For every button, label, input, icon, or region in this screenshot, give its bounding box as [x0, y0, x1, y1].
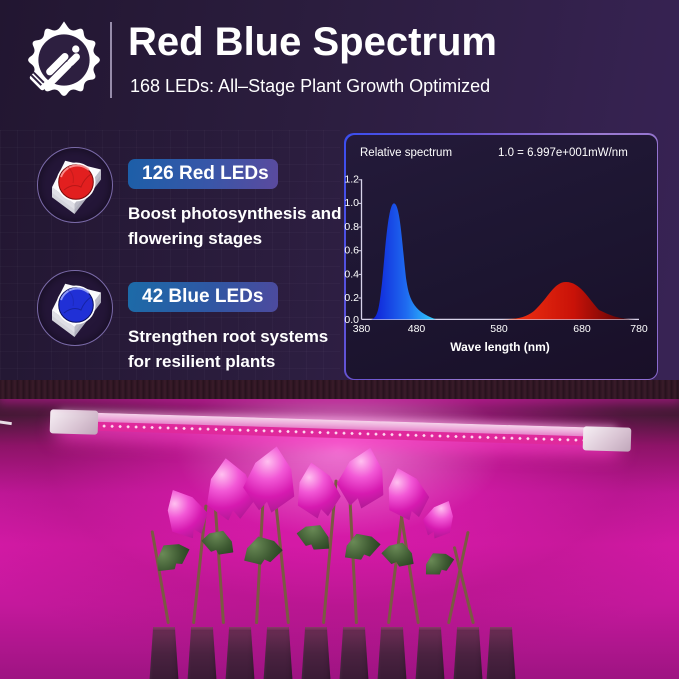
svg-text:780: 780	[630, 323, 648, 335]
svg-text:1.0: 1.0	[344, 197, 359, 209]
svg-text:0.2: 0.2	[344, 292, 359, 304]
svg-text:0.8: 0.8	[344, 221, 359, 233]
svg-text:0.4: 0.4	[344, 268, 359, 280]
svg-text:580: 580	[490, 323, 508, 335]
svg-text:1.2: 1.2	[344, 174, 359, 186]
svg-text:380: 380	[353, 323, 371, 335]
svg-text:680: 680	[573, 323, 591, 335]
svg-text:0.6: 0.6	[344, 245, 359, 257]
svg-text:Wave length (nm): Wave length (nm)	[450, 340, 550, 354]
svg-text:480: 480	[408, 323, 426, 335]
